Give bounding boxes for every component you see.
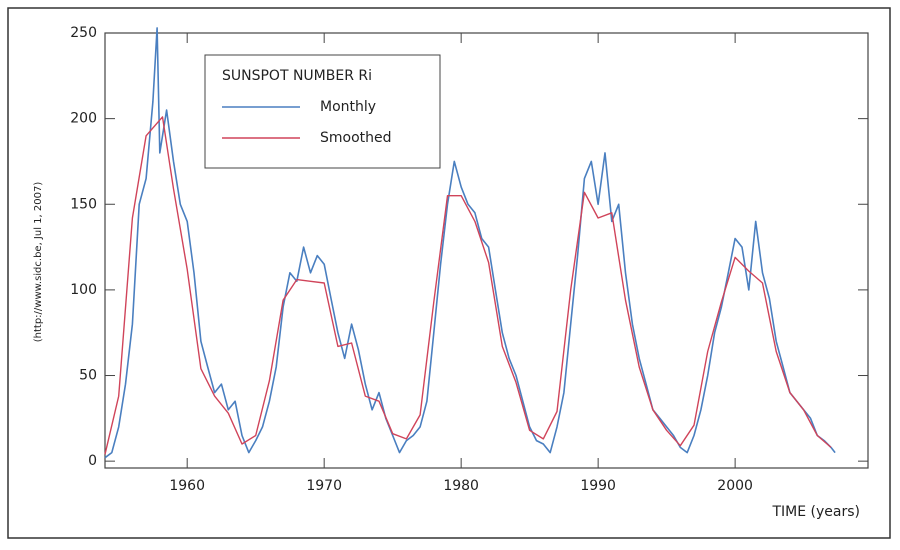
legend: Monthly Smoothed [222,99,392,146]
y-tick-label: 100 [70,282,97,298]
series-line [104,27,836,459]
x-tick-label: 1960 [169,478,205,494]
legend-label: Monthly [320,99,376,115]
y-tick-label: 50 [79,368,97,384]
x-tick-label: 1990 [580,478,616,494]
x-tick-label: 1980 [443,478,479,494]
outer-frame [7,7,891,539]
x-tick-label: 1970 [306,478,342,494]
x-tick-label: 2000 [717,478,753,494]
legend-label: Smoothed [320,130,392,146]
x-axis-label: TIME (years) [771,504,860,520]
plot-frame [104,32,869,469]
series-line [104,116,832,455]
legend-title: SUNSPOT NUMBER Ri [222,68,372,84]
legend-box [204,54,441,169]
y-tick-label: 200 [70,111,97,127]
plot-area [104,27,836,459]
y-axis-label: (http://www.sidc.be, Jul 1, 2007) [33,182,44,343]
y-tick-label: 250 [70,25,97,41]
y-tick-label: 150 [70,196,97,212]
y-tick-label: 0 [88,453,97,469]
